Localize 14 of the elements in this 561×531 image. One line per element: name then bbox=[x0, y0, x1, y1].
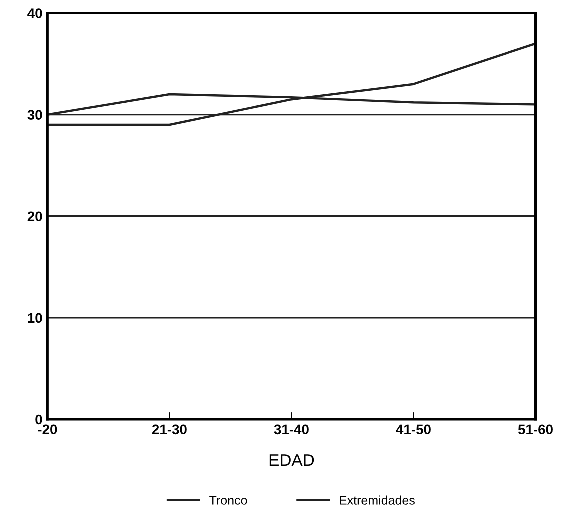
x-tick-label: 21-30 bbox=[152, 424, 187, 435]
legend-label: Tronco bbox=[210, 496, 248, 505]
y-tick-label: 30 bbox=[28, 110, 42, 120]
y-tick-label: 40 bbox=[28, 8, 42, 18]
legend-label: Extremidades bbox=[340, 496, 415, 505]
y-tick-label: 0 bbox=[36, 414, 42, 425]
x-tick-label: 51-60 bbox=[518, 424, 553, 435]
x-axis-title: EDAD bbox=[270, 454, 314, 466]
x-tick-label: -20 bbox=[38, 424, 58, 435]
y-tick-label: 20 bbox=[28, 212, 42, 222]
x-tick-label: 31-40 bbox=[274, 424, 309, 435]
line-series bbox=[48, 42, 536, 126]
x-tick-label: 41-50 bbox=[396, 424, 431, 435]
y-tick-label: 10 bbox=[28, 313, 42, 324]
